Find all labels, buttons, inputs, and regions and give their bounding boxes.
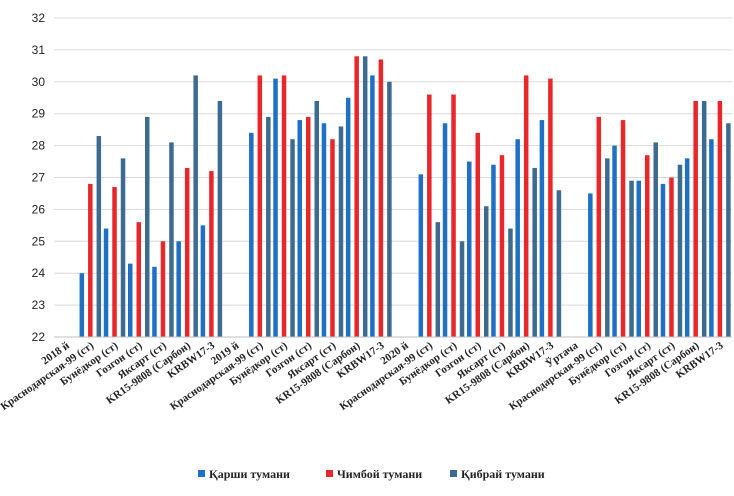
bar	[435, 222, 441, 337]
legend-label: Қибрай тумани	[461, 467, 545, 481]
bar	[693, 100, 698, 337]
bar	[257, 75, 263, 338]
bar	[88, 183, 93, 337]
bar	[96, 136, 102, 337]
bar	[136, 222, 141, 337]
y-tick-label: 30	[32, 75, 46, 89]
bar	[717, 100, 723, 337]
bar	[145, 116, 150, 337]
bar	[442, 123, 448, 338]
bar	[491, 164, 496, 337]
bar	[548, 78, 553, 338]
bar	[636, 180, 641, 337]
bar	[273, 78, 278, 338]
legend-swatch	[198, 470, 205, 477]
bar	[314, 100, 319, 337]
bar	[539, 120, 545, 337]
bar	[362, 56, 368, 337]
bars	[79, 56, 731, 338]
bar	[306, 116, 311, 337]
bar	[378, 59, 384, 337]
legend-swatch	[326, 470, 333, 477]
y-tick-label: 22	[32, 330, 46, 344]
bar	[169, 142, 174, 337]
bar	[677, 164, 683, 337]
bar	[459, 241, 465, 337]
bar	[588, 193, 593, 337]
bar	[596, 116, 602, 337]
bar	[321, 123, 327, 338]
bar	[176, 241, 181, 337]
legend-label: Қарши тумани	[209, 467, 290, 481]
bar	[184, 167, 190, 337]
bar	[508, 228, 513, 337]
bar	[345, 97, 351, 337]
bar	[467, 161, 472, 337]
gridlines	[54, 17, 732, 338]
y-tick-label: 24	[32, 266, 46, 280]
bar	[645, 155, 650, 337]
bar	[103, 228, 109, 337]
bar	[612, 145, 617, 337]
y-tick-label: 31	[32, 43, 46, 57]
y-tick-label: 28	[32, 139, 46, 153]
bar	[684, 158, 690, 337]
bar	[709, 139, 714, 337]
bar	[660, 183, 666, 337]
bar	[418, 174, 424, 337]
y-tick-label: 25	[32, 234, 46, 248]
bar	[209, 171, 214, 337]
bar	[653, 142, 658, 337]
bar	[620, 120, 626, 337]
bar	[200, 225, 206, 337]
bar	[338, 126, 344, 338]
y-tick-label: 32	[32, 11, 46, 25]
bar	[266, 116, 271, 337]
bar	[669, 177, 674, 337]
bar	[523, 75, 529, 338]
bar	[701, 100, 707, 337]
legend-swatch	[450, 470, 457, 477]
bar	[354, 56, 359, 337]
bar	[112, 187, 117, 337]
bar	[605, 158, 610, 337]
bar	[152, 266, 157, 337]
y-tick-label: 26	[32, 202, 46, 216]
bar	[370, 75, 375, 338]
y-axis: 22 23 24 25 26 27 28 29 30 31 32	[32, 11, 46, 344]
bar	[120, 158, 126, 337]
bar	[79, 273, 85, 337]
bar	[556, 190, 562, 337]
y-tick-label: 29	[32, 107, 46, 121]
bar	[281, 75, 287, 338]
bar	[451, 94, 456, 337]
bar	[427, 94, 432, 337]
bar	[532, 167, 537, 337]
y-tick-label: 23	[32, 298, 46, 312]
bar	[193, 75, 198, 338]
legend: Қарши тумани Чимбой тумани Қибрай тумани	[198, 467, 545, 481]
bar	[128, 263, 133, 337]
bar	[475, 132, 480, 337]
bar	[629, 180, 634, 337]
bar	[249, 132, 254, 337]
bar	[499, 155, 505, 337]
bar	[290, 139, 295, 337]
bar	[297, 120, 302, 337]
bar	[217, 100, 223, 337]
bar	[484, 206, 489, 337]
bar	[726, 123, 731, 338]
y-tick-label: 27	[32, 171, 46, 185]
bar	[160, 241, 166, 337]
bar	[387, 81, 392, 337]
legend-label: Чимбой тумани	[337, 467, 422, 481]
bar	[515, 139, 520, 337]
bar	[330, 139, 335, 337]
